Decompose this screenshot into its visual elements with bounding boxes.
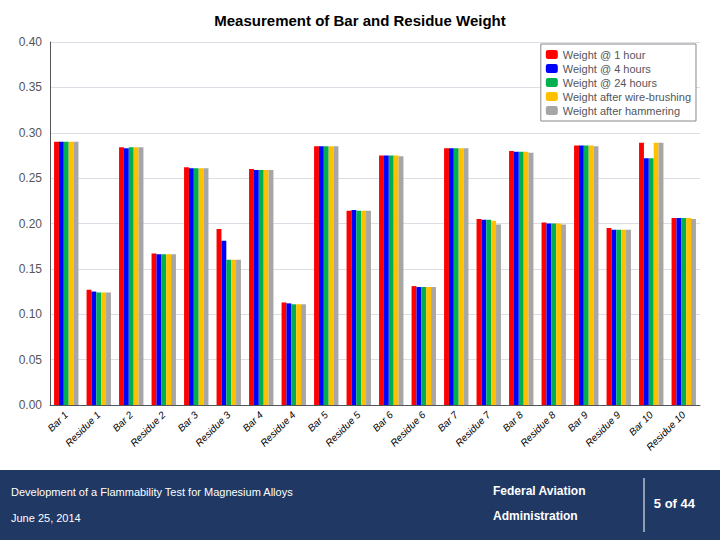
svg-text:Bar 9: Bar 9 (565, 409, 590, 434)
svg-text:Residue 6: Residue 6 (388, 409, 428, 449)
svg-text:Bar 10: Bar 10 (627, 409, 656, 438)
svg-text:Bar 4: Bar 4 (240, 409, 265, 434)
svg-text:0.35: 0.35 (19, 80, 43, 94)
svg-text:Weight @ 1 hour: Weight @ 1 hour (563, 49, 646, 61)
svg-text:0.25: 0.25 (19, 171, 43, 185)
svg-text:5 of 44: 5 of 44 (654, 496, 696, 511)
svg-text:Bar 8: Bar 8 (500, 409, 525, 434)
svg-text:Weight after hammering: Weight after hammering (563, 105, 680, 117)
svg-text:Measurement of Bar and Residue: Measurement of Bar and Residue Weight (214, 12, 505, 29)
svg-text:Residue 8: Residue 8 (518, 409, 558, 449)
svg-text:0.20: 0.20 (19, 217, 43, 231)
svg-text:Development of a Flammability: Development of a Flammability Test for M… (11, 486, 293, 498)
svg-text:0.40: 0.40 (19, 35, 43, 49)
svg-text:Residue 4: Residue 4 (258, 409, 298, 449)
svg-text:Bar 3: Bar 3 (175, 409, 200, 434)
svg-text:Bar 6: Bar 6 (370, 409, 395, 434)
svg-text:0.15: 0.15 (19, 262, 43, 276)
svg-text:0.05: 0.05 (19, 353, 43, 367)
svg-text:Bar 5: Bar 5 (305, 409, 330, 434)
svg-text:Residue 3: Residue 3 (193, 409, 233, 449)
svg-text:Bar 1: Bar 1 (45, 409, 70, 434)
svg-text:Weight after wire-brushing: Weight after wire-brushing (563, 91, 691, 103)
svg-text:Federal Aviation: Federal Aviation (493, 484, 585, 498)
svg-text:0.30: 0.30 (19, 126, 43, 140)
svg-text:Residue 2: Residue 2 (128, 409, 168, 449)
svg-text:0.10: 0.10 (19, 307, 43, 321)
svg-text:June 25, 2014: June 25, 2014 (11, 512, 81, 524)
svg-text:Weight @ 24 hours: Weight @ 24 hours (563, 77, 658, 89)
svg-text:Weight @ 4 hours: Weight @ 4 hours (563, 63, 652, 75)
svg-text:Bar 7: Bar 7 (435, 409, 460, 434)
svg-text:Residue 9: Residue 9 (583, 409, 623, 449)
svg-text:Administration: Administration (493, 509, 578, 523)
svg-text:Residue 5: Residue 5 (323, 409, 363, 449)
svg-text:Bar 2: Bar 2 (110, 409, 135, 434)
svg-text:Residue 1: Residue 1 (63, 409, 103, 449)
svg-text:Residue 10: Residue 10 (644, 409, 688, 453)
svg-text:Residue 7: Residue 7 (453, 409, 493, 449)
svg-text:0.00: 0.00 (19, 398, 43, 412)
